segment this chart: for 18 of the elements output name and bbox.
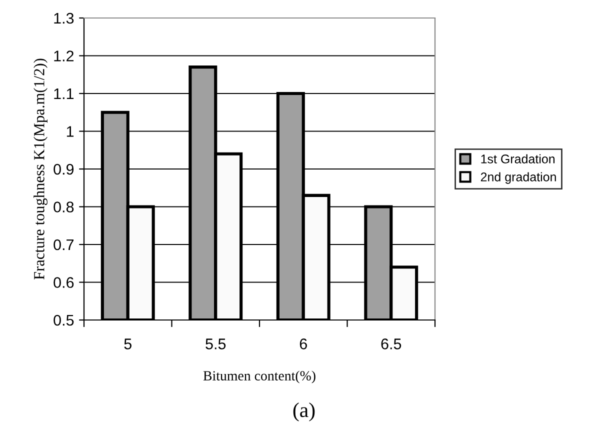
legend-label: 2nd gradation: [480, 172, 556, 184]
y-tick-label: 1.3: [54, 12, 74, 24]
y-tick-label: 0.6: [54, 277, 74, 288]
legend-label: 1st Gradation: [481, 154, 555, 164]
x-tick-label: 5.5: [206, 338, 226, 350]
y-tick-label: 0.5: [54, 314, 74, 326]
x-tick-label: 6: [300, 338, 307, 350]
y-tick-label: 0.9: [54, 164, 74, 175]
y-tick-label: 0.7: [54, 239, 74, 250]
y-tick-label: 1: [66, 126, 74, 137]
x-tick-label: 6.5: [381, 338, 402, 350]
y-axis-title: Fracture toughness K1(Mpa.m(1/2)): [34, 58, 48, 280]
text: (a): [293, 402, 315, 422]
x-tick-label: 5: [124, 338, 132, 350]
y-tick-label: 1.2: [54, 50, 74, 62]
y-tick-label: 0.8: [54, 202, 74, 212]
y-tick-label: 1.1: [54, 88, 74, 100]
x-axis-title: Bitumen content(%): [203, 370, 316, 384]
